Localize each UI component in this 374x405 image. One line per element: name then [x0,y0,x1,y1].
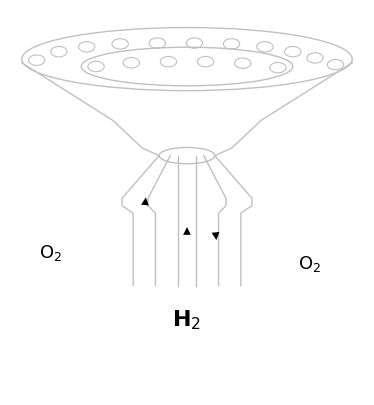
Text: O$_2$: O$_2$ [298,254,322,273]
Text: O$_2$: O$_2$ [39,243,62,262]
Text: H$_2$: H$_2$ [172,307,202,331]
